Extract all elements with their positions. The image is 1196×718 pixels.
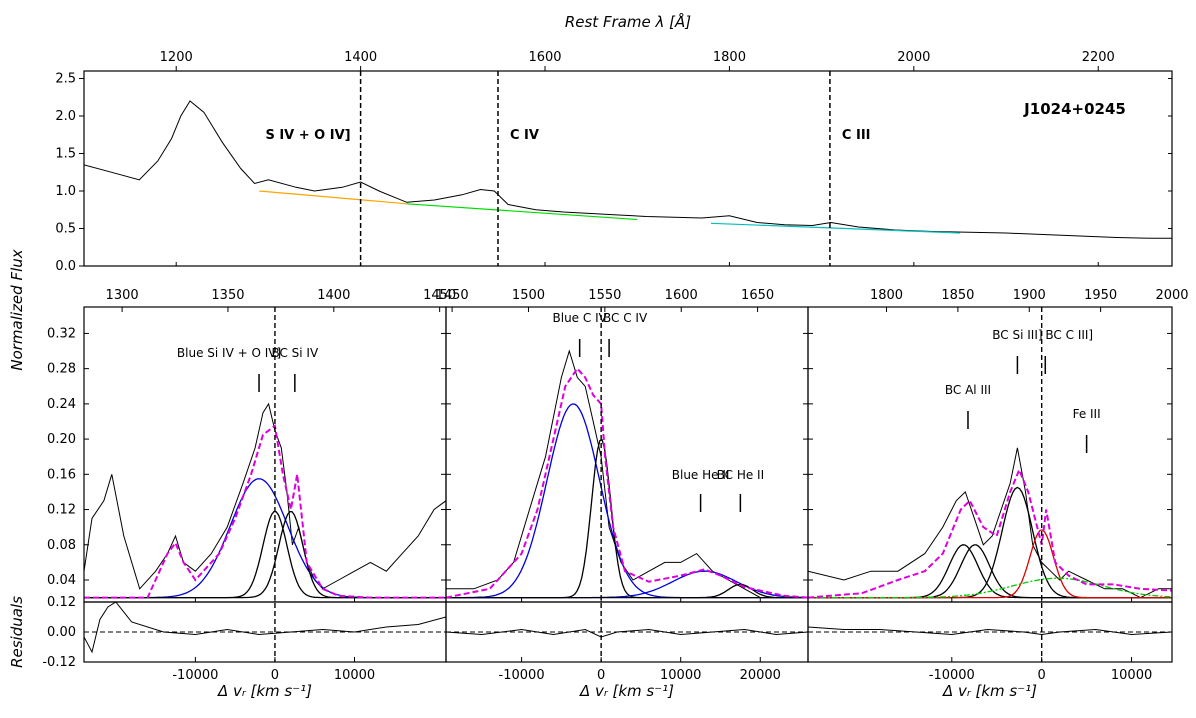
ytick-label: 0.12: [47, 503, 76, 518]
series-continuum-1: [259, 190, 407, 205]
top-ytick-label: 1.0: [55, 184, 76, 199]
top-xtick-label: 1800: [713, 50, 746, 65]
top-xtick-label: 2000: [897, 50, 930, 65]
xtick-label: -10000: [929, 668, 975, 683]
line-label-2: C III: [842, 128, 871, 143]
component-bc-he-ii: [446, 583, 808, 599]
object-label: J1024+0245: [1023, 100, 1126, 118]
series-continuum-2: [406, 203, 638, 221]
observed-spectrum: [808, 447, 1172, 599]
top-wavelength-label: 1550: [588, 288, 621, 303]
panel-plot-area: [446, 349, 808, 599]
ytick-label: 0.20: [47, 432, 76, 447]
line-label-0: S IV + O IV]: [265, 128, 350, 143]
series-continuum-3: [710, 222, 960, 234]
top-xtick-label: 1400: [344, 50, 377, 65]
top-plot-area: [84, 100, 1172, 239]
panel-plot-area: [808, 447, 1172, 599]
total-fit: [808, 467, 1172, 599]
xtick-label: 0: [597, 668, 605, 683]
xtick-label: 10000: [660, 668, 701, 683]
annotation-label: Blue C IV: [553, 311, 608, 325]
top-xtick-label: 1600: [528, 50, 561, 65]
top-wavelength-label: 1650: [741, 288, 774, 303]
top-wavelength-label: 1900: [1013, 288, 1046, 303]
panel-c-iii: BC Si III] BC C III] BC Al III Fe III -10000…: [807, 288, 1189, 700]
ytick-label: 0.08: [47, 538, 76, 553]
top-xtick-label: 1200: [160, 50, 193, 65]
panel-frame: [445, 306, 809, 603]
top-wavelength-label: 2000: [1155, 288, 1188, 303]
component-bc-si-iii: [808, 486, 1172, 599]
observed-spectrum: [84, 402, 446, 590]
annotation-label: BC C IV: [603, 311, 648, 325]
top-wavelength-label: 1850: [941, 288, 974, 303]
total-fit: [446, 366, 808, 599]
ylabel-residuals: Residuals: [8, 596, 26, 668]
xtick-label: 10000: [334, 668, 375, 683]
top-wavelength-label: 1350: [211, 288, 244, 303]
xtick-label: -10000: [172, 668, 218, 683]
xlabel: Δ vᵣ [km s⁻¹]: [217, 682, 312, 700]
top-wavelength-label: 1450: [436, 288, 469, 303]
panel-si-iv: Blue Si IV + O IV]BC Si IV -10000 0 10000 Δ …: [42, 288, 456, 700]
xtick-label: 0: [1038, 668, 1046, 683]
top-wavelength-label: 1450: [423, 288, 456, 303]
residual-frame: [807, 601, 1173, 663]
annotation-label: BC Si IV: [271, 346, 319, 360]
top-panel: S IV + O IV] C IV C III 1200 1400 1600 1800 200…: [55, 50, 1173, 274]
residual-curve: [808, 626, 1172, 636]
residual-ytick-label: -0.12: [42, 655, 76, 670]
residual-curve: [446, 628, 808, 638]
annotation-label: BC Si III]: [992, 328, 1042, 342]
residual-area: [808, 626, 1172, 636]
residual-ytick-label: 0.00: [47, 625, 76, 640]
top-wavelength-label: 1800: [870, 288, 903, 303]
annotation-label: Blue Si IV + O IV]: [177, 346, 281, 360]
annotation-label: BC C III]: [1045, 328, 1093, 342]
top-frame: [83, 70, 1173, 267]
top-ytick-label: 1.5: [55, 147, 76, 162]
xlabel: Δ vᵣ [km s⁻¹]: [942, 682, 1037, 700]
top-wavelength-label: 1950: [1084, 288, 1117, 303]
component-blue-c-iv: [446, 403, 808, 599]
residual-area: [446, 628, 808, 638]
annotation-label: BC He II: [717, 468, 765, 482]
top-ytick-label: 0.0: [55, 259, 76, 274]
xtick-label: -10000: [499, 668, 545, 683]
top-wavelength-label: 1500: [512, 288, 545, 303]
annotation-label: Fe III: [1073, 407, 1101, 421]
xlabel: Δ vᵣ [km s⁻¹]: [579, 682, 674, 700]
xtick-label: 0: [271, 668, 279, 683]
top-wavelength-label: 1300: [106, 288, 139, 303]
ytick-label: 0.32: [47, 326, 76, 341]
annotation-label: Blue He II: [672, 468, 730, 482]
ylabel-normalized-flux: Normalized Flux: [8, 249, 26, 370]
annotation-label: BC Al III: [945, 383, 991, 397]
residual-ytick-label: 0.12: [47, 595, 76, 610]
top-ytick-label: 2.0: [55, 109, 76, 124]
series-spectrum: [84, 100, 1172, 239]
xtick-label: 20000: [740, 668, 781, 683]
top-axis-title: Rest Frame λ [Å]: [565, 12, 691, 31]
xtick-label: 10000: [1111, 668, 1152, 683]
top-ytick-label: 2.5: [55, 72, 76, 87]
total-fit: [84, 424, 446, 599]
residual-curve: [84, 602, 446, 654]
ytick-label: 0.04: [47, 573, 76, 588]
top-ytick-label: 0.5: [55, 222, 76, 237]
component-fe-iii: [808, 577, 1172, 599]
ytick-label: 0.24: [47, 397, 76, 412]
panel-plot-area: [84, 402, 446, 599]
ytick-label: 0.28: [47, 362, 76, 377]
top-wavelength-label: 1400: [317, 288, 350, 303]
panel-frame: [807, 306, 1173, 603]
top-xtick-label: 2200: [1082, 50, 1115, 65]
top-wavelength-label: 1600: [665, 288, 698, 303]
ytick-label: 0.16: [47, 467, 76, 482]
residual-area: [84, 602, 446, 654]
line-label-1: C IV: [510, 128, 539, 143]
